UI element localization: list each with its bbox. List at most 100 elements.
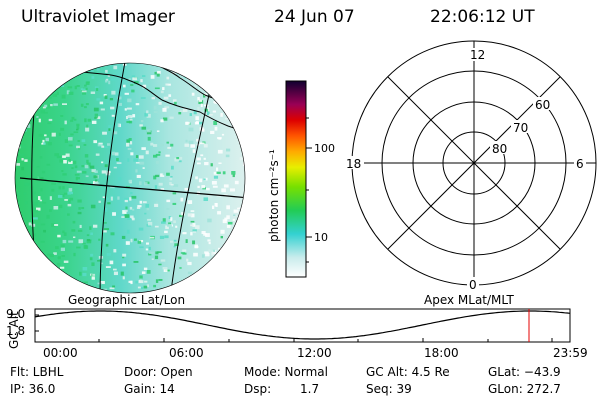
emission-pixel <box>164 235 169 239</box>
emission-pixel <box>74 85 77 90</box>
emission-pixel <box>242 236 245 240</box>
emission-pixel <box>61 255 65 257</box>
emission-pixel <box>222 252 228 254</box>
emission-pixel <box>127 98 132 103</box>
emission-pixel <box>167 224 172 227</box>
emission-pixel <box>237 268 242 273</box>
emission-pixel <box>51 188 55 192</box>
emission-pixel <box>174 243 179 246</box>
emission-pixel <box>247 166 250 169</box>
emission-pixel <box>127 115 132 118</box>
emission-pixel <box>65 70 69 73</box>
emission-pixel <box>177 156 183 160</box>
emission-pixel <box>172 192 177 195</box>
emission-pixel <box>75 176 78 181</box>
emission-pixel <box>139 275 143 279</box>
emission-pixel <box>40 223 46 226</box>
emission-pixel <box>76 145 80 149</box>
emission-pixel <box>68 144 73 147</box>
emission-pixel <box>52 93 58 97</box>
emission-pixel <box>240 263 245 267</box>
emission-pixel <box>15 100 21 104</box>
emission-pixel <box>126 121 131 124</box>
emission-pixel <box>196 138 200 142</box>
emission-pixel <box>124 214 130 218</box>
emission-pixel <box>236 231 242 234</box>
emission-pixel <box>106 253 111 256</box>
emission-pixel <box>64 120 67 125</box>
emission-pixel <box>67 204 72 207</box>
emission-pixel <box>129 197 132 201</box>
emission-pixel <box>91 76 95 79</box>
emission-pixel <box>204 251 209 254</box>
emission-pixel <box>79 271 82 276</box>
emission-pixel <box>24 277 28 281</box>
emission-pixel <box>37 83 40 88</box>
emission-pixel <box>169 116 174 119</box>
emission-pixel <box>93 140 98 144</box>
emission-pixel <box>201 128 205 132</box>
timeline-x-tick: 00:00 <box>43 346 78 360</box>
emission-pixel <box>211 84 214 88</box>
emission-pixel <box>54 71 57 74</box>
emission-pixel <box>53 75 58 80</box>
emission-pixel <box>73 252 76 257</box>
emission-pixel <box>93 175 98 179</box>
emission-pixel <box>128 78 131 82</box>
emission-pixel <box>209 73 213 77</box>
emission-pixel <box>20 97 25 101</box>
emission-pixel <box>130 215 134 219</box>
emission-pixel <box>86 239 92 244</box>
emission-pixel <box>153 175 157 180</box>
colorbar-scale <box>285 80 307 278</box>
emission-pixel <box>105 266 111 268</box>
emission-pixel <box>139 155 144 159</box>
coastline <box>69 69 241 131</box>
timeline-x-tick: 06:00 <box>169 346 204 360</box>
emission-pixel <box>35 176 39 180</box>
emission-pixel <box>131 89 135 93</box>
emission-pixel <box>145 150 149 155</box>
emission-pixel <box>46 104 51 109</box>
emission-pixel <box>188 127 194 132</box>
emission-pixel <box>153 111 158 113</box>
emission-pixel <box>198 275 202 280</box>
emission-pixel <box>31 223 36 227</box>
latitude-line <box>19 177 245 199</box>
emission-pixel <box>164 287 170 290</box>
emission-pixel <box>26 157 31 161</box>
seq-status: Seq: 39 <box>366 382 412 396</box>
emission-pixel <box>87 118 92 122</box>
emission-pixel <box>56 270 60 275</box>
emission-pixel <box>221 90 226 94</box>
instrument-title: Ultraviolet Imager <box>21 7 175 27</box>
emission-pixel <box>90 232 94 236</box>
emission-pixel <box>124 92 129 95</box>
emission-pixel <box>187 213 193 217</box>
emission-pixel <box>49 253 54 258</box>
emission-pixel <box>30 144 33 148</box>
emission-pixel <box>149 236 155 239</box>
longitude-line <box>99 63 126 293</box>
emission-pixel <box>193 111 197 115</box>
emission-pixel <box>93 107 99 112</box>
emission-pixel <box>211 251 214 256</box>
emission-pixel <box>94 179 98 182</box>
emission-pixel <box>185 122 190 125</box>
emission-pixel <box>170 143 174 147</box>
emission-pixel <box>202 187 207 190</box>
emission-pixel <box>195 116 199 121</box>
emission-pixel <box>172 202 177 205</box>
emission-pixel <box>127 158 130 162</box>
emission-pixel <box>139 200 143 204</box>
emission-pixel <box>209 265 214 269</box>
emission-pixel <box>99 101 104 105</box>
emission-pixel <box>92 273 96 276</box>
emission-pixel <box>50 64 54 68</box>
map-disc-outline <box>14 62 246 294</box>
emission-pixel <box>158 101 162 105</box>
timeline-panel <box>34 308 571 343</box>
emission-pixel <box>230 94 235 97</box>
emission-pixel <box>180 110 185 113</box>
emission-pixel <box>34 209 39 213</box>
